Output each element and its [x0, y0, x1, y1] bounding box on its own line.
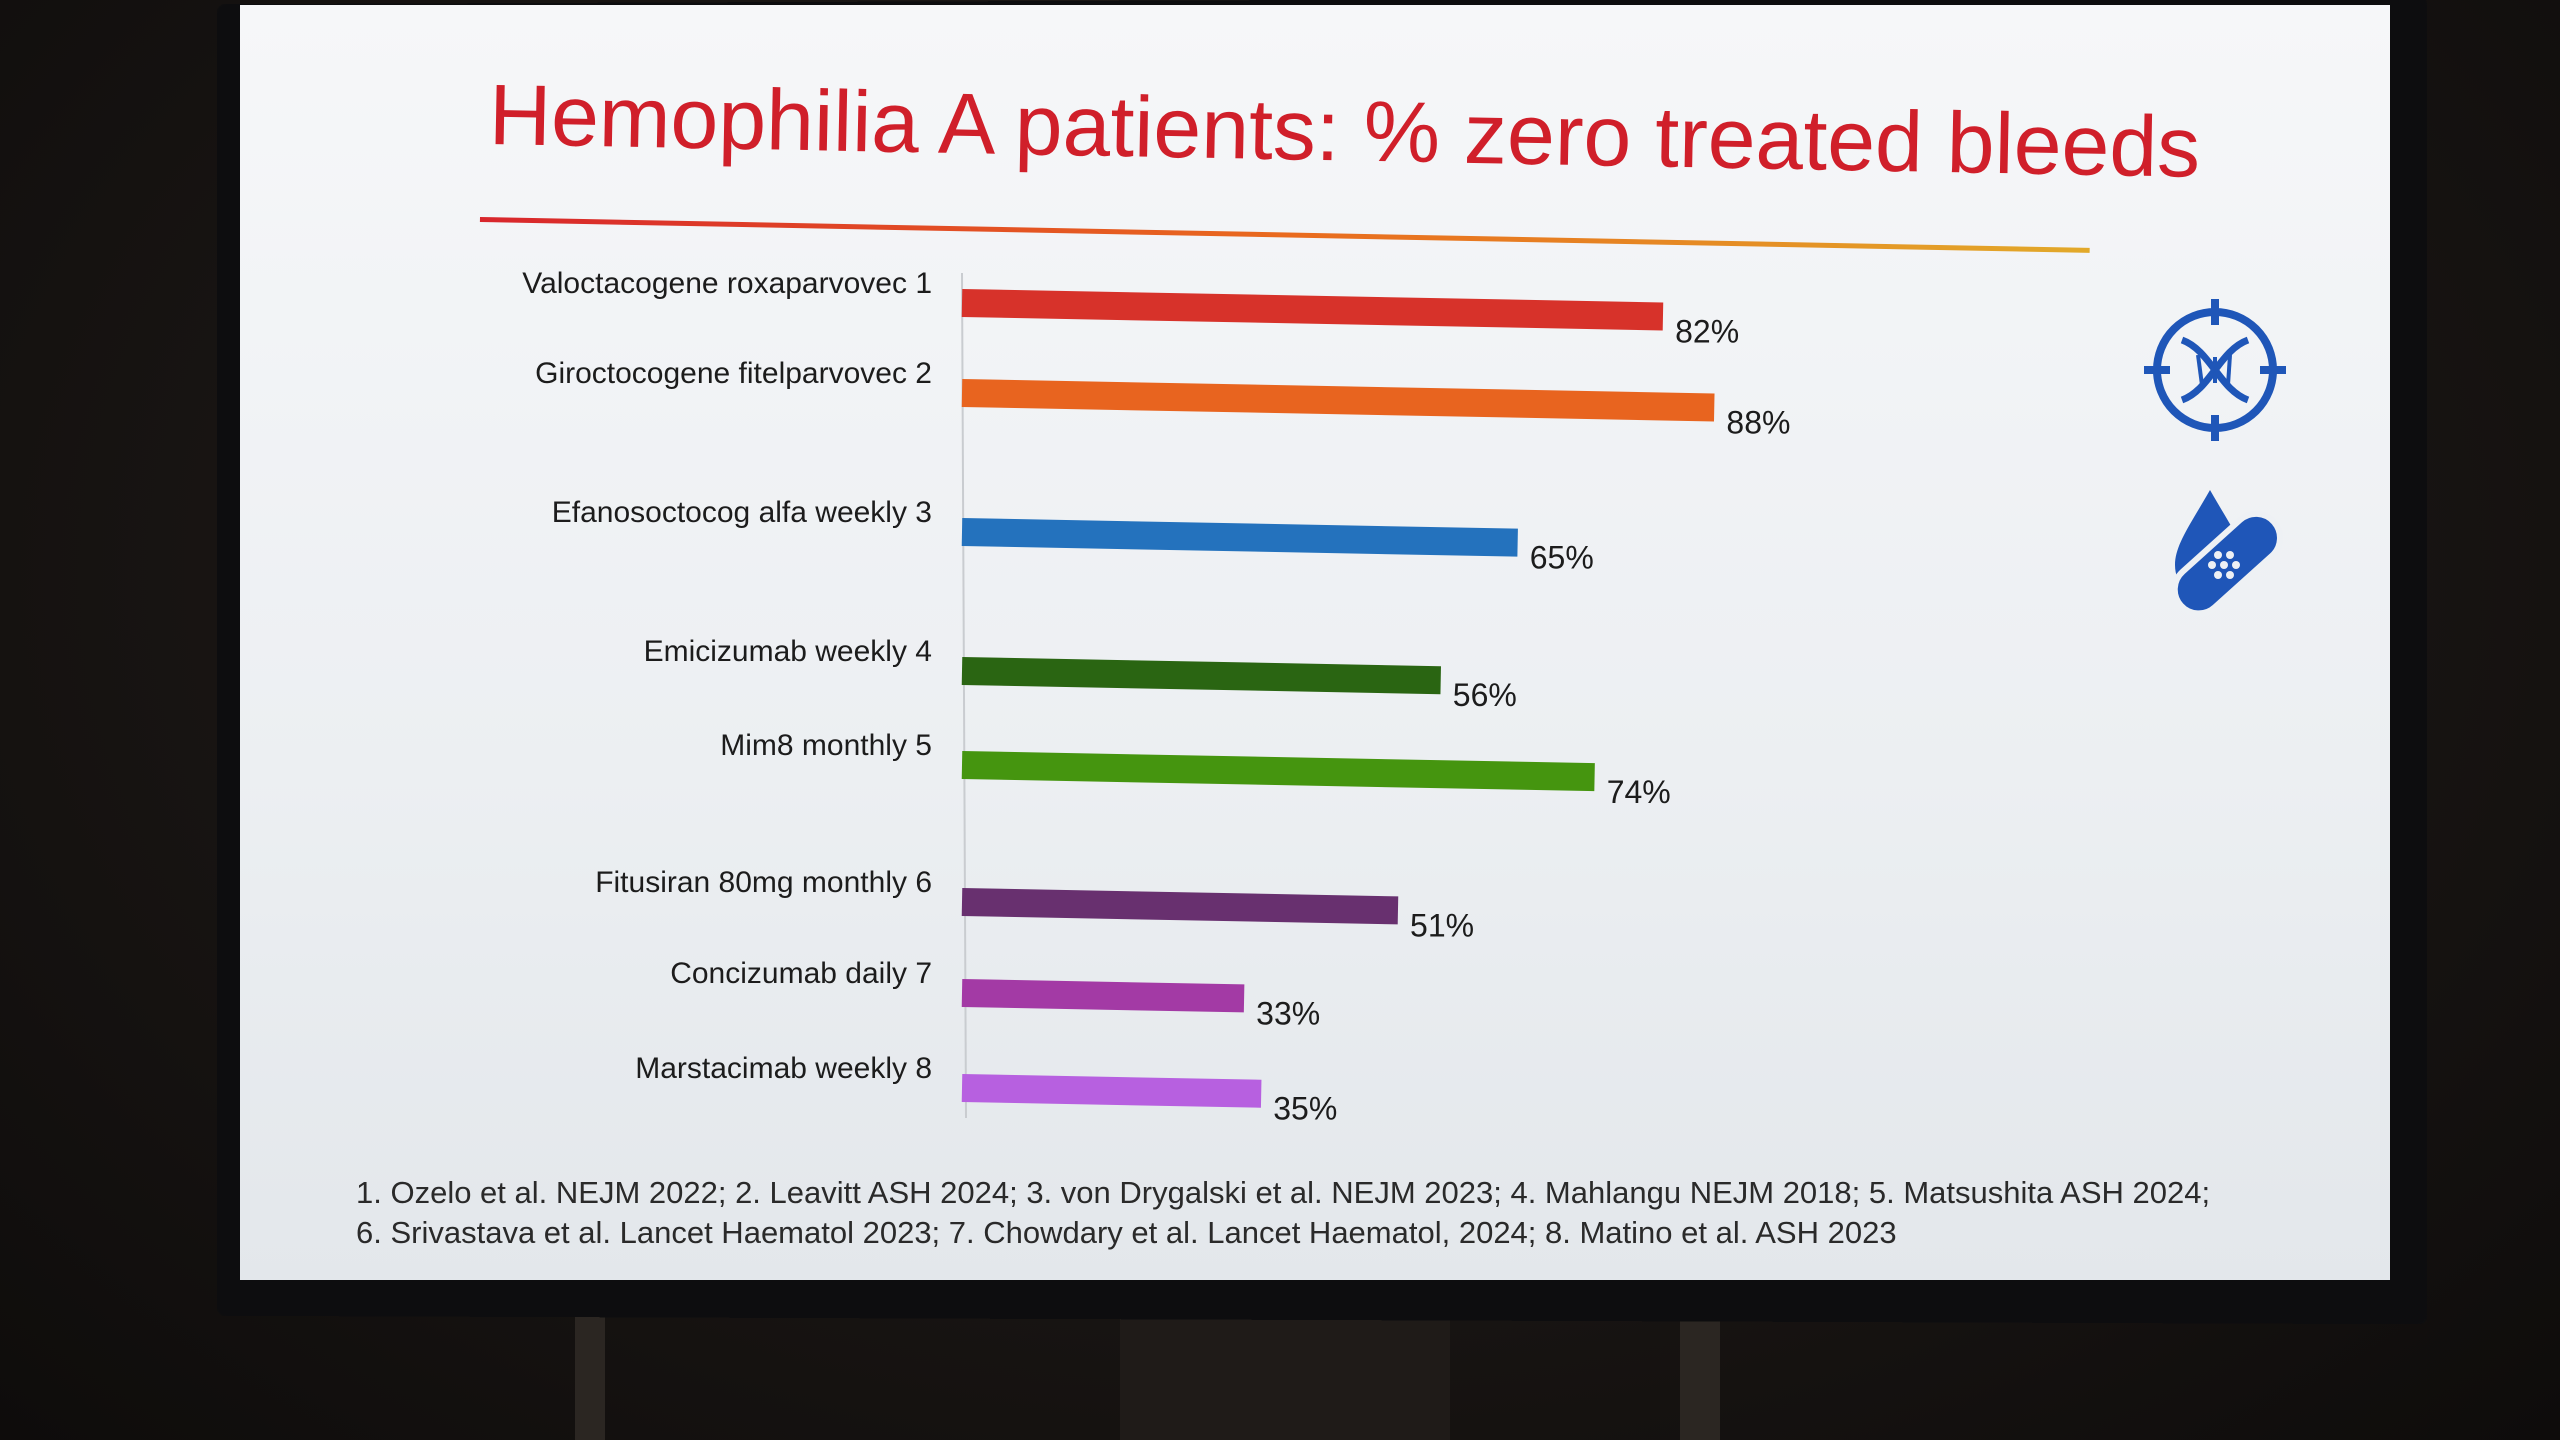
category-label: Efanosoctocog alfa weekly 3 [552, 496, 932, 529]
value-label: 33% [1256, 995, 1320, 1031]
value-label: 56% [1453, 677, 1517, 713]
gene-therapy-icon [2144, 299, 2286, 441]
bleeding-icon [2171, 490, 2283, 617]
slide-screen: Hemophilia A patients: % zero treated bl… [240, 5, 2390, 1280]
value-label: 74% [1607, 774, 1671, 810]
value-label: 88% [1726, 404, 1790, 440]
category-label: Mim8 monthly 5 [720, 729, 932, 762]
category-label: Marstacimab weekly 8 [635, 1052, 932, 1085]
category-label: Giroctocogene fitelparvovec 2 [535, 357, 932, 390]
references: 1. Ozelo et al. NEJM 2022; 2. Leavitt AS… [356, 1173, 2336, 1253]
bar [961, 1074, 1262, 1108]
value-label: 35% [1273, 1091, 1337, 1127]
stand-leg-center [1120, 1300, 1450, 1440]
bar [961, 751, 1595, 792]
bar [961, 888, 1399, 925]
reference-line-1: 1. Ozelo et al. NEJM 2022; 2. Leavitt AS… [356, 1175, 2211, 1210]
bar [961, 979, 1245, 1013]
category-axis [961, 272, 967, 1119]
category-label: Concizumab daily 7 [670, 957, 932, 990]
bar-chart: Valoctacogene roxaparvovec 1 82% Giroctoco… [522, 267, 1790, 1127]
dna-target-icon [2144, 299, 2286, 441]
category-label: Valoctacogene roxaparvovec 1 [522, 267, 932, 300]
category-label: Fitusiran 80mg monthly 6 [595, 866, 932, 899]
value-label: 82% [1675, 313, 1739, 349]
category-label: Emicizumab weekly 4 [644, 635, 932, 668]
bandage-drop-icon [2171, 490, 2283, 617]
bar [961, 289, 1664, 331]
bar [961, 518, 1518, 557]
bar [961, 657, 1441, 695]
reference-line-2: 6. Srivastava et al. Lancet Haematol 202… [356, 1215, 1897, 1250]
bar [961, 379, 1715, 422]
stand-leg-right [1680, 1300, 1720, 1440]
stand-leg-left [575, 1300, 605, 1440]
value-label: 65% [1530, 540, 1594, 576]
value-label: 51% [1410, 907, 1474, 943]
